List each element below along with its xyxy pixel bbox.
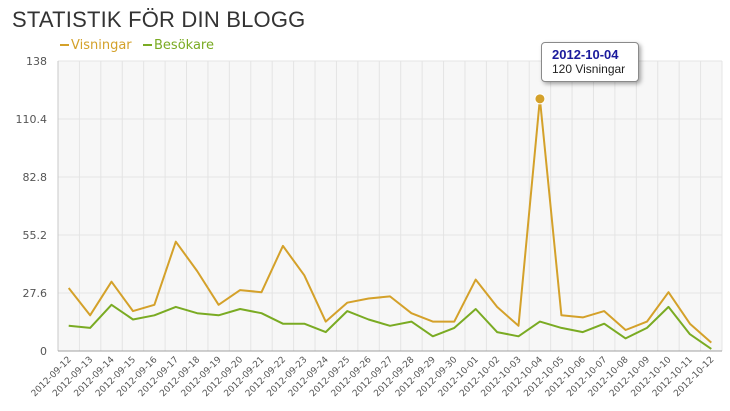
series-line-besokare	[68, 303, 712, 350]
y-tick-label: 55.2	[23, 229, 48, 242]
y-tick-label: 138	[26, 55, 47, 68]
chart-tooltip: 2012-10-04 120 Visningar	[541, 42, 639, 82]
y-tick-label: 110.4	[16, 113, 48, 126]
y-tick-label: 82.8	[23, 171, 48, 184]
tooltip-body: 120 Visningar	[552, 62, 626, 76]
series-line-visningar	[67, 97, 712, 344]
y-tick-label: 27.6	[23, 287, 48, 300]
plot-area	[58, 61, 722, 351]
page-title: STATISTIK FÖR DIN BLOGG	[12, 7, 306, 32]
y-tick-label: 0	[40, 345, 47, 358]
highlighted-data-point	[534, 93, 546, 105]
legend-label-visningar: Visningar	[71, 38, 132, 53]
legend-label-besokare: Besökare	[154, 38, 214, 53]
tooltip-title: 2012-10-04	[552, 47, 619, 62]
